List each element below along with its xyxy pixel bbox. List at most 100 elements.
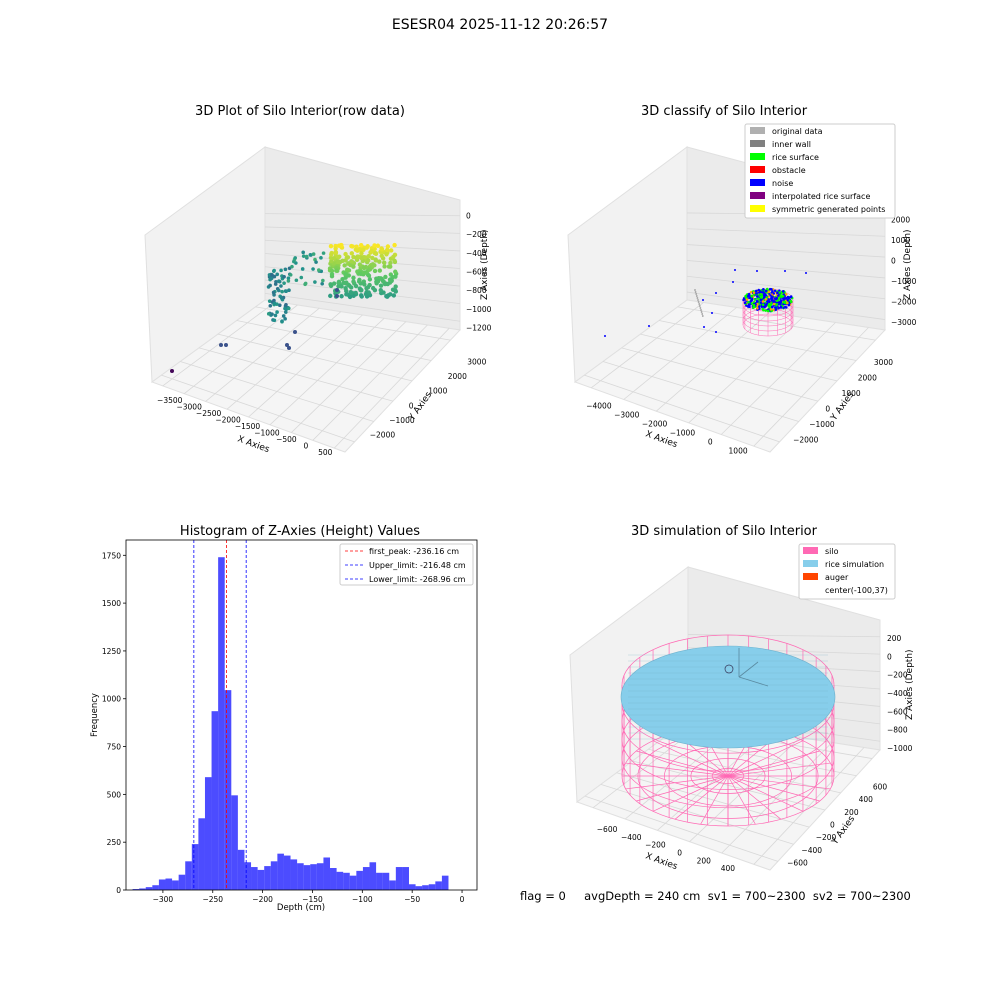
plot1-point [357,247,363,252]
plot2-point [758,293,762,296]
plot2-point [781,290,784,294]
plot1-point [276,288,281,293]
plot1-point [283,289,288,293]
plot1-point [280,276,285,281]
plot1-point [275,272,280,277]
plot2-point [776,294,780,298]
plot2-noise-point [711,312,713,314]
plot1-point [279,284,283,288]
plot4-zlabel: Z Axies (Depth) [905,649,915,720]
plot2-point [772,292,776,295]
plot1-point [378,276,384,281]
plot1-point [357,246,363,252]
plot4-ytick: −200 [816,833,837,842]
plot4-xtick: −600 [597,825,618,834]
plot1-point [359,294,364,299]
plot2-point [769,303,773,306]
plot2-point [783,297,787,300]
plot1-point [373,251,379,256]
plot1-point [389,278,394,284]
plot1-point [351,261,357,266]
plot1-point [273,289,277,294]
plot1-point [272,301,277,306]
histogram-bar [158,879,166,890]
plot1-point [347,294,353,300]
plot1-point [317,269,322,273]
plot1-point [366,254,371,259]
plot1-point [373,251,378,256]
plot1-point [305,256,309,260]
plot2-point [778,296,781,300]
plot1-point [359,287,364,293]
plot2-point [764,295,768,299]
plot2-point [758,292,762,296]
plot1-point [339,294,344,299]
plot2-point [745,304,748,307]
plot1-point [358,271,364,276]
plot2-point [782,306,785,309]
plot1-point [219,343,223,347]
plot1-point [345,292,351,297]
plot2-point [764,291,768,294]
plot1-point [273,313,278,318]
plot1-point [337,259,343,265]
plot1-point [364,245,369,250]
plot2-zlabel: Z Axies (Depth) [903,229,913,300]
plot2-point [767,289,771,293]
plot1-point [271,290,276,295]
plot1-point [348,262,353,268]
plot2-point [788,301,792,304]
plot2-point [775,293,779,297]
plot2-point [764,301,768,305]
plot2-point [773,300,777,304]
plot1-point [369,248,374,254]
plot2-point [757,291,760,294]
plot1-point [357,268,363,273]
plot4-ytick: −400 [801,846,822,855]
plot2-point [762,289,766,292]
plot1-point [384,293,389,299]
plot2-point [775,296,779,300]
histogram-bar [244,862,252,890]
plot2-point [763,302,767,306]
plot1-point [333,250,338,255]
plot2-point [755,289,758,293]
plot1-point [268,276,273,280]
plot2-point [756,302,760,306]
plot1-xtick: −1500 [235,422,261,431]
plot2-point [754,292,758,295]
plot2-legend-swatch [750,153,765,160]
plot2-point [754,297,757,301]
plot4-silo-ring [621,671,835,772]
plot2-point [748,300,752,304]
plot1-point [367,265,373,271]
plot2-point [752,304,756,308]
plot2-point [768,301,771,305]
plot2-xtick: 0 [708,438,713,447]
plot2-point [786,295,790,299]
plot2-point [757,295,760,299]
plot1-point [350,260,355,265]
plot2-point [766,303,770,307]
plot2-point [758,307,761,310]
plot1-point [352,281,357,286]
plot1-point [334,266,339,271]
plot1-point [378,283,384,288]
plot2-point [768,304,772,307]
plot2-point [756,307,759,310]
plot1-point [342,263,347,268]
plot1-point [287,288,291,293]
plot2-point [780,295,784,298]
plot1-point [346,261,351,266]
plot2-point [759,290,762,294]
plot1-title: 3D Plot of Silo Interior(row data) [195,104,405,119]
plot2-point [756,289,760,293]
plot1-ytick: 2000 [448,372,467,381]
plot1-point [384,247,390,253]
plot1-point [388,277,393,283]
plot1-point [361,255,367,260]
plot1-point [267,275,272,279]
histogram-bar [422,885,429,890]
plot1-point [292,259,296,264]
